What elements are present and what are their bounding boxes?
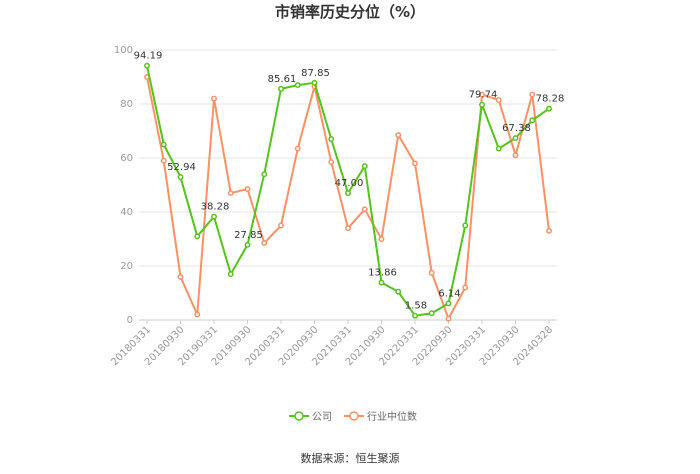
data-point <box>361 206 368 213</box>
data-point <box>177 174 184 181</box>
data-point <box>345 225 351 232</box>
data-point <box>144 62 150 69</box>
data-point <box>244 241 251 248</box>
data-label: 52.94 <box>167 162 196 173</box>
y-tick-label: 0 <box>127 315 133 326</box>
data-point <box>294 82 301 89</box>
data-point <box>529 91 536 98</box>
data-point <box>244 186 251 193</box>
data-label: 67.38 <box>502 123 531 134</box>
legend-marker <box>294 411 304 421</box>
data-point <box>378 236 385 242</box>
data-point <box>495 145 502 152</box>
data-point <box>328 159 335 166</box>
y-tick-label: 60 <box>120 153 133 164</box>
data-point <box>194 311 201 318</box>
data-label: 38.28 <box>201 202 230 213</box>
data-point <box>311 79 318 86</box>
data-label: 27.85 <box>234 230 263 241</box>
data-point <box>211 213 217 220</box>
data-point <box>328 136 335 143</box>
data-point <box>278 85 284 92</box>
legend-marker <box>349 411 359 421</box>
data-point <box>412 160 418 167</box>
data-point <box>512 152 519 159</box>
data-point <box>495 97 502 103</box>
data-point <box>428 269 435 276</box>
data-point <box>462 222 469 229</box>
data-point <box>395 132 402 139</box>
data-point <box>261 171 268 178</box>
data-point <box>445 300 452 307</box>
data-point <box>529 117 536 124</box>
series-line-1 <box>146 76 550 320</box>
data-label: 85.61 <box>268 74 297 85</box>
legend[interactable]: 公司 行业中位数 <box>289 410 417 423</box>
data-point <box>294 145 301 152</box>
data-point <box>479 101 485 108</box>
data-point <box>361 163 368 170</box>
data-label: 13.86 <box>368 268 397 279</box>
source-note: 数据来源：恒生聚源 <box>301 451 400 465</box>
data-point <box>211 95 217 102</box>
data-point <box>395 288 402 295</box>
y-tick-label: 100 <box>114 45 133 56</box>
data-label: 94.19 <box>134 51 163 62</box>
data-point <box>278 222 284 229</box>
data-point <box>227 271 234 278</box>
y-axis: 0 20 40 60 80 100 <box>114 45 133 326</box>
data-point <box>160 141 167 148</box>
data-point <box>546 105 552 112</box>
y-tick-label: 80 <box>120 99 133 110</box>
data-point <box>428 310 435 317</box>
data-label: 87.85 <box>301 68 330 79</box>
data-label: 1.58 <box>405 301 427 312</box>
data-point <box>177 273 184 280</box>
chart-title: 市销率历史分位（%） <box>275 3 425 21</box>
data-point <box>479 91 485 98</box>
data-point <box>412 312 418 319</box>
data-point <box>194 233 201 240</box>
data-label: 6.14 <box>438 288 460 299</box>
data-point <box>462 284 469 291</box>
series-group <box>144 62 552 322</box>
data-point <box>227 190 234 197</box>
data-point <box>345 190 351 197</box>
data-label: 79.74 <box>469 90 498 101</box>
data-labels: 94.19 52.94 38.28 27.85 85.61 87.85 47.00 13.86… <box>134 51 565 312</box>
data-point <box>378 279 385 286</box>
legend-item-1[interactable]: 行业中位数 <box>344 410 417 423</box>
legend-item-0[interactable]: 公司 <box>289 411 332 423</box>
legend-label: 公司 <box>312 412 332 423</box>
data-point <box>445 315 452 322</box>
x-axis: 2018033120180930201903312019093020200331… <box>109 319 557 368</box>
y-tick-label: 20 <box>120 261 133 272</box>
data-label: 47.00 <box>335 178 364 189</box>
data-point <box>160 157 167 164</box>
data-point <box>261 240 268 247</box>
data-point <box>546 227 552 234</box>
data-label: 78.28 <box>536 94 565 105</box>
data-point <box>512 135 519 142</box>
y-tick-label: 40 <box>120 207 133 218</box>
legend-label: 行业中位数 <box>367 410 417 423</box>
